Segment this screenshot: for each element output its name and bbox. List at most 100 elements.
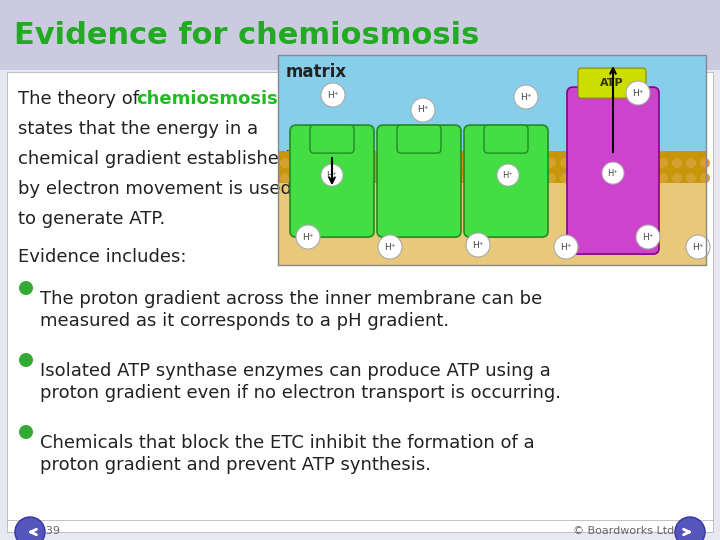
Circle shape (322, 158, 332, 168)
Circle shape (490, 173, 500, 183)
Circle shape (280, 158, 290, 168)
Circle shape (518, 158, 528, 168)
Circle shape (616, 173, 626, 183)
Circle shape (490, 158, 500, 168)
Circle shape (630, 173, 640, 183)
Text: Chemicals that block the ETC inhibit the formation of a: Chemicals that block the ETC inhibit the… (40, 434, 535, 452)
Circle shape (700, 158, 710, 168)
Text: H⁺: H⁺ (521, 92, 532, 102)
FancyBboxPatch shape (484, 125, 528, 153)
Circle shape (686, 173, 696, 183)
Circle shape (616, 158, 626, 168)
Circle shape (294, 158, 304, 168)
Circle shape (321, 164, 343, 186)
Text: states that the energy in a: states that the energy in a (18, 120, 258, 138)
Circle shape (504, 173, 514, 183)
Text: H⁺: H⁺ (503, 171, 513, 180)
Text: by electron movement is used: by electron movement is used (18, 180, 292, 198)
Text: measured as it corresponds to a pH gradient.: measured as it corresponds to a pH gradi… (40, 312, 449, 330)
Circle shape (686, 235, 710, 259)
Text: chemiosmosis: chemiosmosis (136, 90, 278, 108)
Text: ATP: ATP (600, 78, 624, 88)
Circle shape (378, 158, 388, 168)
Circle shape (532, 173, 542, 183)
Text: H⁺: H⁺ (560, 242, 572, 252)
Circle shape (514, 85, 538, 109)
Text: to generate ATP.: to generate ATP. (18, 210, 166, 228)
Circle shape (504, 158, 514, 168)
Circle shape (420, 173, 430, 183)
Circle shape (308, 173, 318, 183)
Circle shape (466, 233, 490, 257)
Circle shape (448, 173, 458, 183)
Text: H⁺: H⁺ (302, 233, 314, 241)
Text: Evidence for chemiosmosis: Evidence for chemiosmosis (14, 21, 480, 50)
Text: H⁺: H⁺ (327, 171, 338, 180)
FancyBboxPatch shape (290, 125, 374, 237)
Circle shape (532, 158, 542, 168)
Circle shape (574, 158, 584, 168)
Circle shape (406, 173, 416, 183)
Circle shape (364, 158, 374, 168)
Circle shape (364, 173, 374, 183)
FancyBboxPatch shape (278, 177, 706, 265)
Text: proton gradient and prevent ATP synthesis.: proton gradient and prevent ATP synthesi… (40, 456, 431, 474)
Circle shape (296, 225, 320, 249)
Circle shape (392, 173, 402, 183)
Circle shape (321, 83, 345, 107)
Circle shape (686, 158, 696, 168)
Circle shape (350, 158, 360, 168)
Circle shape (588, 158, 598, 168)
Circle shape (322, 173, 332, 183)
Circle shape (19, 281, 33, 295)
Circle shape (636, 225, 660, 249)
Circle shape (518, 173, 528, 183)
Circle shape (308, 158, 318, 168)
Circle shape (448, 158, 458, 168)
Circle shape (476, 173, 486, 183)
Circle shape (420, 158, 430, 168)
Circle shape (560, 173, 570, 183)
Circle shape (294, 173, 304, 183)
Circle shape (658, 173, 668, 183)
Circle shape (574, 173, 584, 183)
Circle shape (378, 235, 402, 259)
Circle shape (462, 158, 472, 168)
Text: The proton gradient across the inner membrane can be: The proton gradient across the inner mem… (40, 290, 542, 308)
Text: Isolated ATP synthase enzymes can produce ATP using a: Isolated ATP synthase enzymes can produc… (40, 362, 551, 380)
FancyBboxPatch shape (464, 125, 548, 237)
Circle shape (19, 353, 33, 367)
Circle shape (546, 158, 556, 168)
Circle shape (644, 173, 654, 183)
Text: H⁺: H⁺ (328, 91, 338, 99)
Circle shape (434, 173, 444, 183)
Circle shape (672, 158, 682, 168)
Circle shape (588, 173, 598, 183)
Text: H⁺: H⁺ (384, 242, 396, 252)
Circle shape (19, 425, 33, 439)
Circle shape (560, 158, 570, 168)
Circle shape (462, 173, 472, 183)
Text: H⁺: H⁺ (472, 240, 484, 249)
FancyBboxPatch shape (578, 68, 646, 98)
Text: © Boardworks Ltd 2009: © Boardworks Ltd 2009 (573, 526, 706, 536)
Text: H⁺: H⁺ (608, 168, 618, 178)
Circle shape (280, 173, 290, 183)
Text: Evidence includes:: Evidence includes: (18, 248, 186, 266)
Circle shape (392, 158, 402, 168)
Circle shape (350, 173, 360, 183)
Circle shape (644, 158, 654, 168)
Text: proton gradient even if no electron transport is occurring.: proton gradient even if no electron tran… (40, 384, 561, 402)
Text: H⁺: H⁺ (632, 89, 644, 98)
Circle shape (602, 162, 624, 184)
Circle shape (336, 173, 346, 183)
Circle shape (434, 158, 444, 168)
Circle shape (630, 158, 640, 168)
Circle shape (602, 158, 612, 168)
Circle shape (658, 158, 668, 168)
Circle shape (497, 164, 519, 186)
FancyBboxPatch shape (278, 151, 706, 183)
FancyBboxPatch shape (377, 125, 461, 237)
Text: H⁺: H⁺ (692, 242, 703, 252)
Text: The theory of: The theory of (18, 90, 145, 108)
